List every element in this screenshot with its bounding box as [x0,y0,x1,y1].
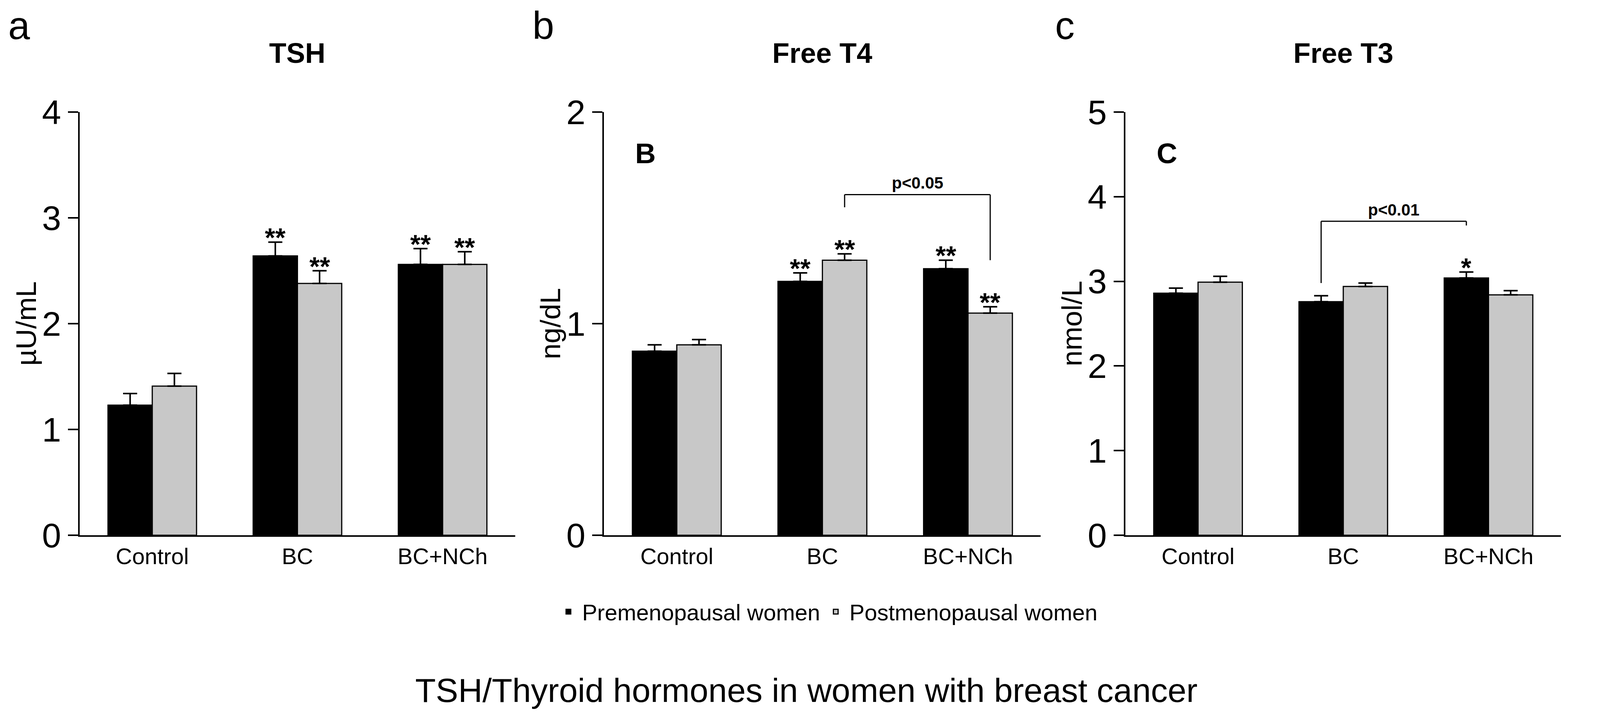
svg-text:c: c [1055,3,1075,48]
svg-text:4: 4 [1087,177,1108,217]
svg-text:Free T3: Free T3 [1293,37,1394,69]
svg-text:1: 1 [566,304,586,344]
svg-text:TSH/Thyroid hormones in women: TSH/Thyroid hormones in women with breas… [415,671,1198,710]
svg-text:**: ** [935,240,957,271]
svg-text:**: ** [410,229,431,259]
svg-text:1: 1 [1087,431,1108,471]
svg-text:Free T4: Free T4 [772,37,873,69]
svg-text:a: a [8,3,31,48]
svg-text:0: 0 [1087,516,1108,556]
svg-text:BC+NCh: BC+NCh [397,543,488,570]
svg-text:ng/dL: ng/dL [534,288,567,360]
svg-text:0: 0 [41,516,61,556]
svg-text:µU/mL: µU/mL [10,281,42,367]
svg-text:**: ** [834,234,856,265]
svg-text:Premenopausal women: Premenopausal women [582,600,820,626]
svg-text:p<0.05: p<0.05 [891,173,944,193]
svg-text:**: ** [454,232,475,263]
svg-text:1: 1 [41,410,61,450]
svg-text:5: 5 [1087,92,1108,132]
svg-text:TSH: TSH [269,37,326,69]
svg-text:BC: BC [1327,543,1360,570]
svg-text:B: B [635,137,656,170]
svg-text:p<0.01: p<0.01 [1367,200,1420,220]
svg-text:b: b [532,3,555,48]
svg-text:4: 4 [41,92,61,132]
svg-text:*: * [1460,252,1472,283]
svg-text:BC+NCh: BC+NCh [923,543,1013,570]
svg-text:3: 3 [1087,262,1108,301]
svg-text:BC+NCh: BC+NCh [1443,543,1534,570]
svg-text:Control: Control [640,543,714,570]
svg-text:Control: Control [1161,543,1235,570]
svg-text:**: ** [979,287,1001,318]
svg-text:**: ** [264,222,286,253]
svg-text:2: 2 [1087,346,1108,386]
svg-text:2: 2 [566,92,586,132]
svg-text:**: ** [789,253,811,284]
svg-text:nmol/L: nmol/L [1055,280,1088,367]
svg-text:0: 0 [566,516,586,556]
svg-text:2: 2 [41,304,61,344]
svg-text:3: 3 [41,198,61,238]
svg-text:Control: Control [115,543,189,570]
svg-text:C: C [1156,137,1178,170]
svg-text:BC: BC [806,543,839,570]
svg-text:**: ** [309,251,331,282]
svg-text:Postmenopausal women: Postmenopausal women [849,600,1098,626]
svg-text:BC: BC [281,543,314,570]
